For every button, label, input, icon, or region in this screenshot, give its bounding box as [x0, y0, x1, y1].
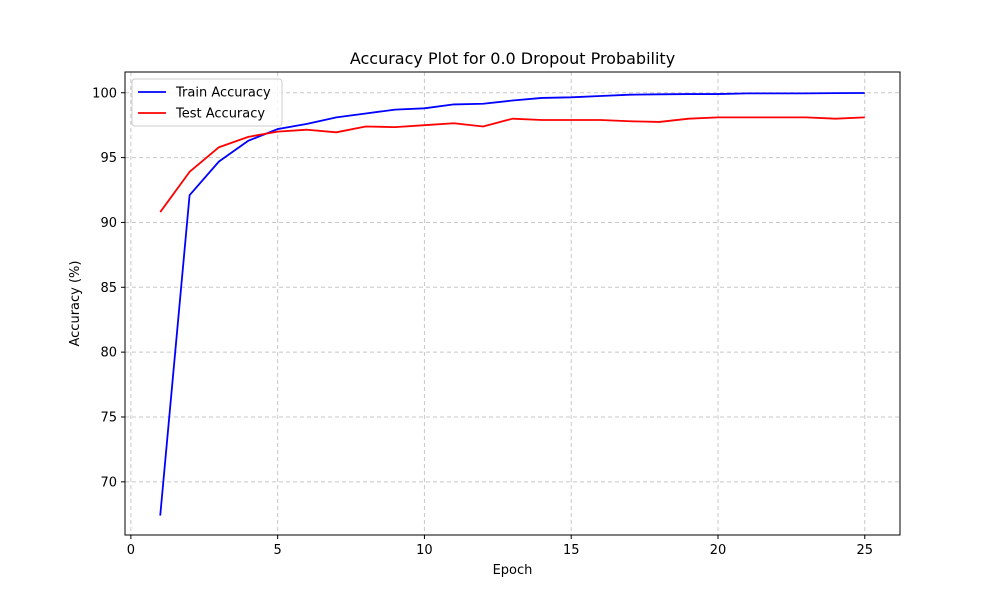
x-axis-ticks: 0 5 10 15 20 25 [127, 535, 873, 558]
series-line-test-accuracy [159, 116, 865, 213]
legend: Train Accuracy Test Accuracy [131, 78, 283, 127]
x-tick-label: 25 [856, 543, 873, 558]
y-axis-label: Accuracy (%) [68, 261, 83, 347]
x-axis-label: Epoch [493, 563, 533, 578]
chart-title: Accuracy Plot for 0.0 Dropout Probabilit… [350, 49, 675, 68]
legend-box [131, 78, 283, 127]
x-tick-label: 10 [416, 543, 433, 558]
y-axis-ticks: 70 75 80 85 90 95 100 [92, 86, 125, 490]
y-tick-label: 85 [100, 281, 117, 296]
legend-label-train-accuracy: Train Accuracy [175, 86, 271, 101]
y-tick-label: 95 [100, 151, 117, 166]
series-lines [159, 92, 865, 516]
x-tick-label: 20 [710, 543, 727, 558]
x-tick-label: 5 [274, 543, 282, 558]
grid-lines [125, 72, 900, 535]
x-tick-label: 0 [127, 543, 135, 558]
y-tick-label: 90 [100, 216, 117, 231]
legend-label-test-accuracy: Test Accuracy [175, 107, 265, 122]
y-tick-label: 100 [92, 86, 117, 101]
y-tick-label: 75 [100, 410, 117, 425]
y-tick-label: 80 [100, 346, 117, 361]
plot-area-frame [124, 71, 901, 536]
y-tick-label: 70 [100, 475, 117, 490]
x-tick-label: 15 [563, 543, 580, 558]
series-line-train-accuracy [159, 92, 865, 516]
